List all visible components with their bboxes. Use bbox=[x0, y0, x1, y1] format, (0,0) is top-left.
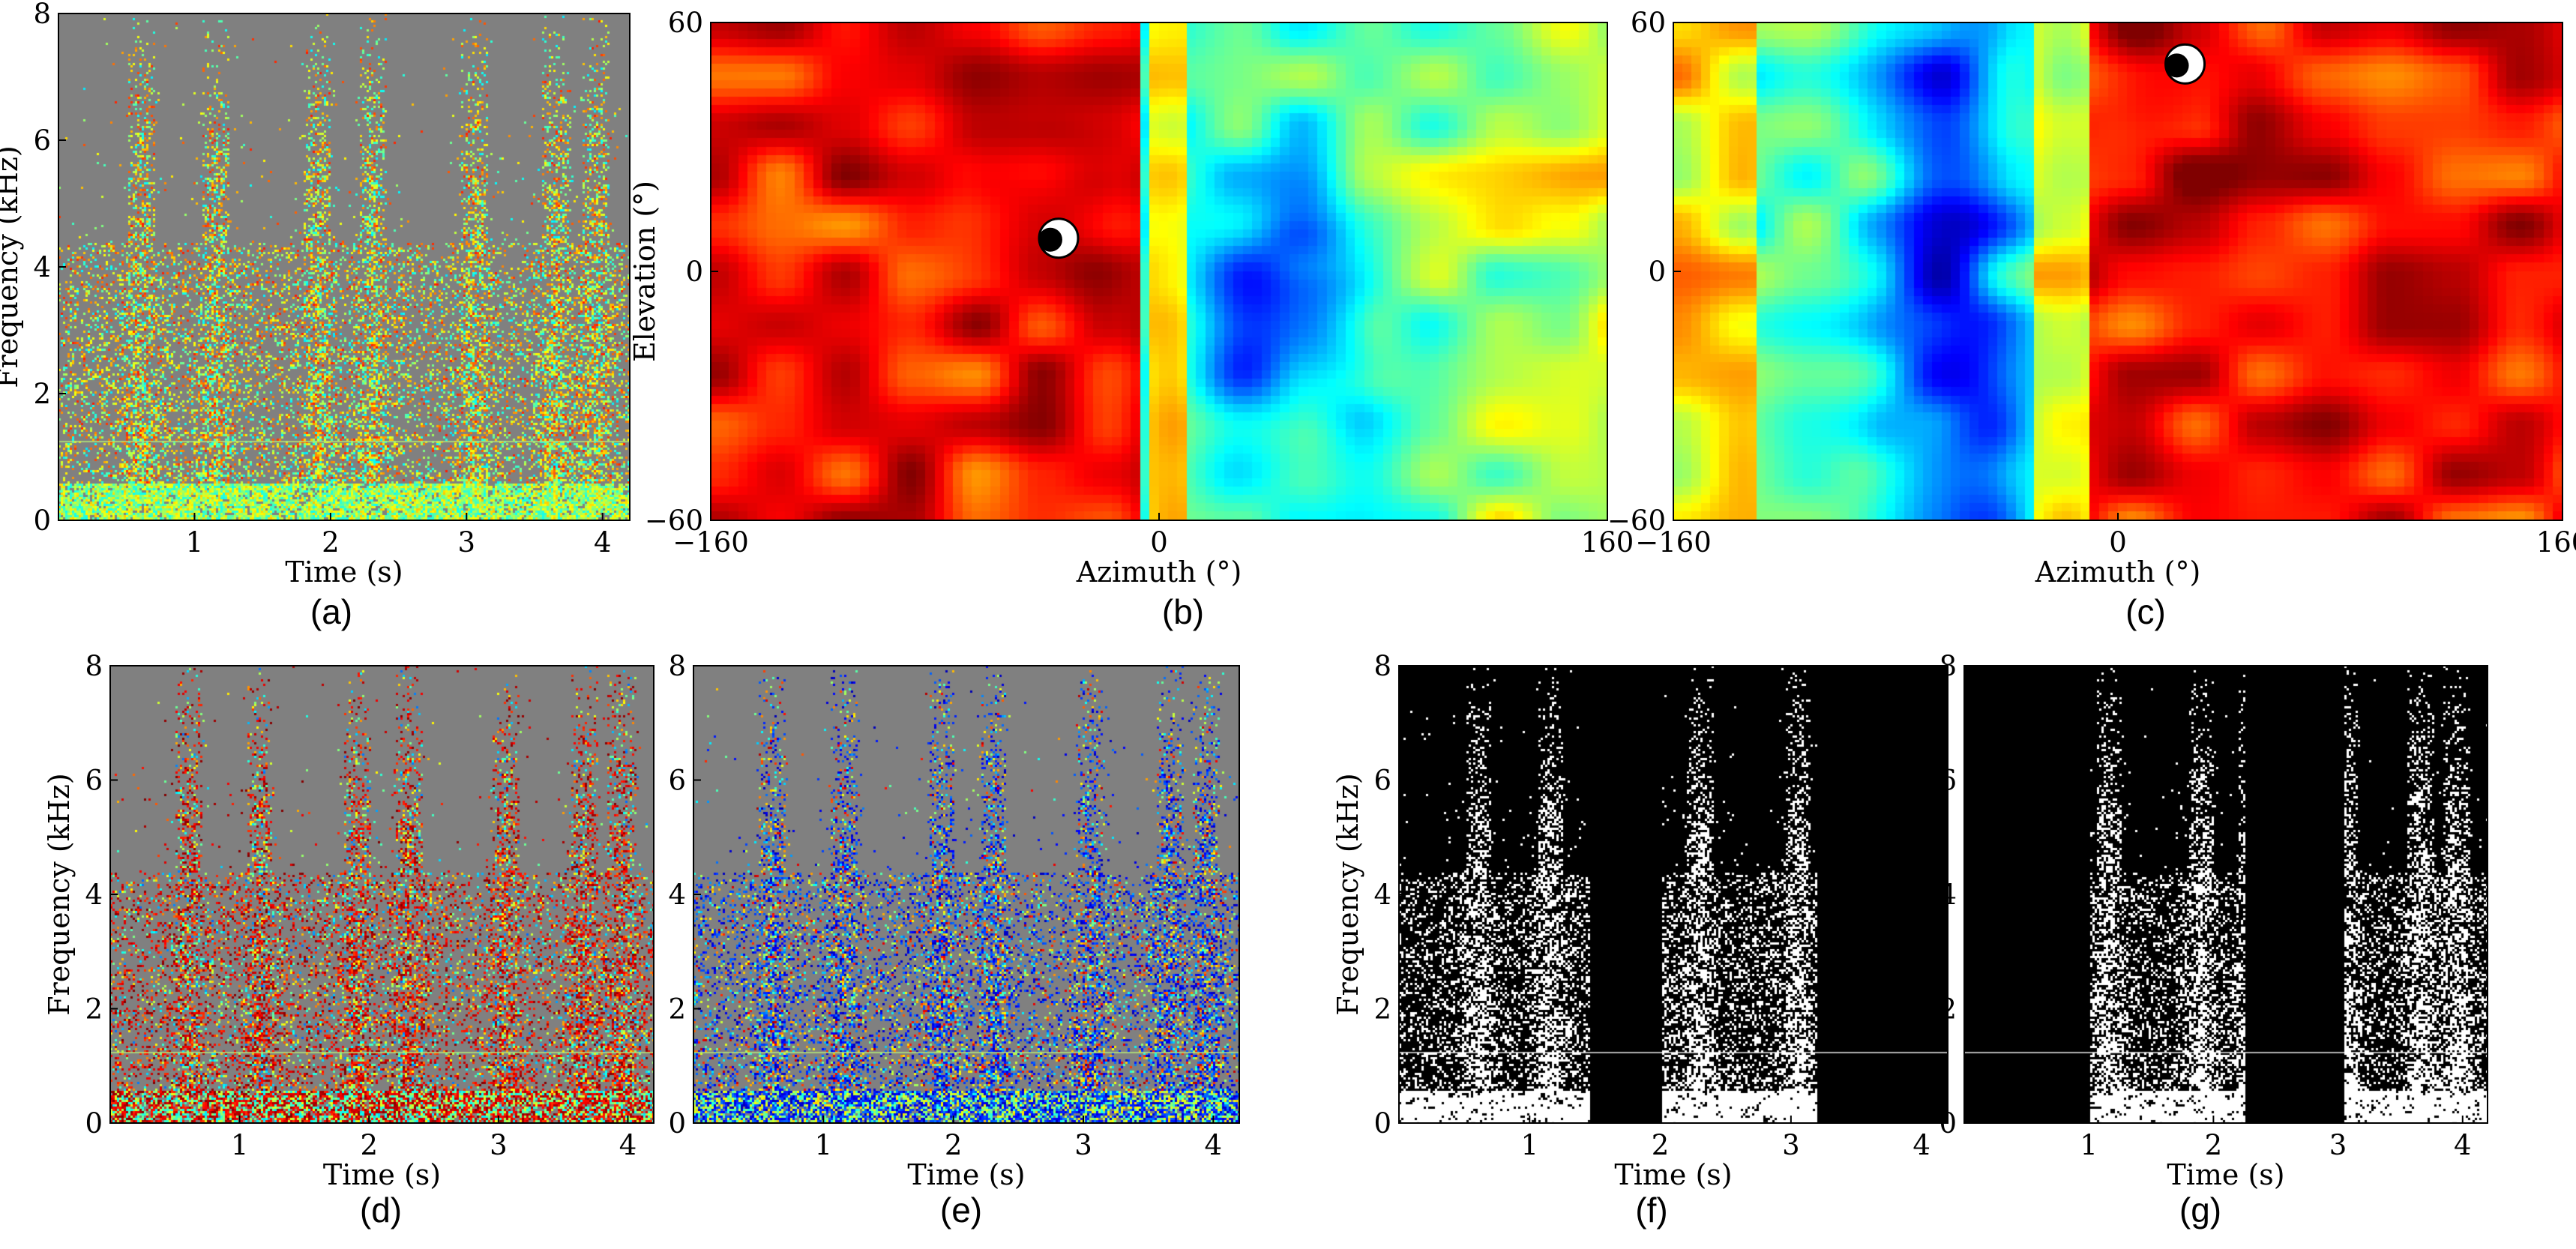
x-tick-label: 2 bbox=[2205, 1129, 2223, 1161]
panel-b: −160 0 160 −60 0 60 Azimuth (°) Elevation (°) (b… bbox=[628, 7, 1634, 631]
y-tick-label: 2 bbox=[33, 378, 51, 410]
y-axis-label: Elevation (°) bbox=[628, 181, 661, 362]
x-tick-label: 3 bbox=[490, 1129, 508, 1161]
x-axis-label: Time (s) bbox=[1614, 1158, 1732, 1191]
y-tick-label: 8 bbox=[33, 0, 51, 30]
y-tick-label: 6 bbox=[1939, 765, 1957, 797]
x-tick-label: 160 bbox=[1581, 526, 1634, 559]
heatmap-g bbox=[1964, 666, 2488, 1123]
y-tick-label: 4 bbox=[668, 879, 686, 911]
panel-e: 1 2 3 4 0 2 4 6 8 Time (s)(e) bbox=[668, 650, 1240, 1230]
x-tick-label: 1 bbox=[815, 1129, 833, 1161]
x-tick-label: 3 bbox=[458, 526, 476, 559]
y-tick-label: 2 bbox=[85, 993, 103, 1026]
y-axis-label: Frequency (kHz) bbox=[1331, 773, 1364, 1015]
y-tick-label: 60 bbox=[668, 7, 703, 39]
panel-f: 1 2 3 4 0 2 4 6 8 Time (s) Frequency (kHz) (f) bbox=[1331, 650, 1948, 1230]
x-axis-label: Time (s) bbox=[907, 1158, 1025, 1191]
y-tick-label: 60 bbox=[1631, 7, 1666, 39]
x-tick-label: 4 bbox=[619, 1129, 637, 1161]
x-tick-label: 0 bbox=[2109, 526, 2127, 559]
x-tick-label: 2 bbox=[1652, 1129, 1670, 1161]
y-tick-label: 2 bbox=[1373, 993, 1391, 1026]
x-tick-label: 1 bbox=[2080, 1129, 2098, 1161]
x-axis-label: Time (s) bbox=[285, 556, 403, 589]
x-tick-label: 4 bbox=[1205, 1129, 1223, 1161]
panel-g: 1 2 3 4 0 2 4 6 8 Time (s)(g) bbox=[1939, 650, 2488, 1230]
panel-label: (c) bbox=[2125, 592, 2166, 631]
x-tick-label: 0 bbox=[1150, 526, 1168, 559]
y-tick-label: 0 bbox=[668, 1107, 686, 1140]
source-marker-dot bbox=[2164, 53, 2189, 78]
y-tick-label: 2 bbox=[668, 993, 686, 1026]
y-tick-label: 0 bbox=[85, 1107, 103, 1140]
heatmap-d bbox=[110, 666, 654, 1123]
x-axis-label: Time (s) bbox=[2167, 1158, 2284, 1191]
y-tick-label: 0 bbox=[1939, 1107, 1957, 1140]
y-tick-label: 0 bbox=[1648, 256, 1666, 288]
x-axis-label: Azimuth (°) bbox=[1076, 556, 1242, 589]
x-tick-label: −160 bbox=[672, 526, 749, 559]
heatmap-c bbox=[1673, 22, 2563, 520]
y-tick-label: 6 bbox=[668, 765, 686, 797]
y-tick-label: −60 bbox=[1607, 505, 1666, 537]
x-tick-label: −160 bbox=[1635, 526, 1712, 559]
x-tick-label: 4 bbox=[594, 526, 612, 559]
x-axis-label: Azimuth (°) bbox=[2035, 556, 2201, 589]
x-tick-label: 2 bbox=[945, 1129, 963, 1161]
y-tick-label: 4 bbox=[85, 879, 103, 911]
x-tick-label: 2 bbox=[322, 526, 340, 559]
x-tick-label: 3 bbox=[1074, 1129, 1092, 1161]
x-tick-label: 2 bbox=[360, 1129, 378, 1161]
y-tick-label: 8 bbox=[1373, 650, 1391, 682]
y-tick-label: 4 bbox=[1373, 879, 1391, 911]
panel-label: (b) bbox=[1162, 592, 1204, 631]
x-tick-label: 1 bbox=[231, 1129, 249, 1161]
y-tick-label: 6 bbox=[33, 124, 51, 157]
panel-d: 1 2 3 4 0 2 4 6 8 Time (s) Frequency (kHz) (d) bbox=[43, 650, 654, 1230]
panel-label: (d) bbox=[360, 1191, 402, 1230]
heatmap-b bbox=[711, 22, 1607, 520]
x-tick-label: 4 bbox=[2454, 1129, 2472, 1161]
y-tick-label: 8 bbox=[85, 650, 103, 682]
x-tick-label: 3 bbox=[2329, 1129, 2347, 1161]
y-tick-label: 0 bbox=[33, 505, 51, 537]
y-tick-label: 8 bbox=[1939, 650, 1957, 682]
source-marker-dot bbox=[1038, 227, 1062, 252]
x-tick-label: 3 bbox=[1782, 1129, 1800, 1161]
y-tick-label: 8 bbox=[668, 650, 686, 682]
x-tick-label: 4 bbox=[1913, 1129, 1931, 1161]
y-axis-label: Frequency (kHz) bbox=[43, 773, 76, 1015]
y-tick-label: −60 bbox=[645, 505, 703, 537]
y-tick-label: 4 bbox=[33, 251, 51, 283]
y-tick-label: 6 bbox=[1373, 765, 1391, 797]
panel-label: (f) bbox=[1635, 1191, 1667, 1230]
y-axis-label: Frequency (kHz) bbox=[0, 145, 24, 388]
panel-a: 1 2 3 4 0 2 4 6 8 Time (s) Frequency (kHz) (a) bbox=[0, 0, 631, 631]
heatmap-f bbox=[1399, 666, 1948, 1123]
heatmap-e bbox=[693, 666, 1239, 1123]
x-tick-label: 160 bbox=[2536, 526, 2576, 559]
y-tick-label: 2 bbox=[1939, 993, 1957, 1026]
y-tick-label: 4 bbox=[1939, 879, 1957, 911]
panel-label: (e) bbox=[940, 1191, 982, 1230]
heatmap-a bbox=[58, 13, 630, 520]
y-tick-label: 6 bbox=[85, 765, 103, 797]
panel-label: (a) bbox=[310, 592, 352, 631]
x-tick-label: 1 bbox=[1521, 1129, 1539, 1161]
x-axis-label: Time (s) bbox=[323, 1158, 441, 1191]
y-tick-label: 0 bbox=[1373, 1107, 1391, 1140]
panel-c: −160 0 160 −60 0 60 Azimuth (°)(c) bbox=[1607, 7, 2576, 631]
panel-label: (g) bbox=[2179, 1191, 2221, 1230]
y-tick-label: 0 bbox=[685, 256, 703, 288]
x-tick-label: 1 bbox=[186, 526, 204, 559]
